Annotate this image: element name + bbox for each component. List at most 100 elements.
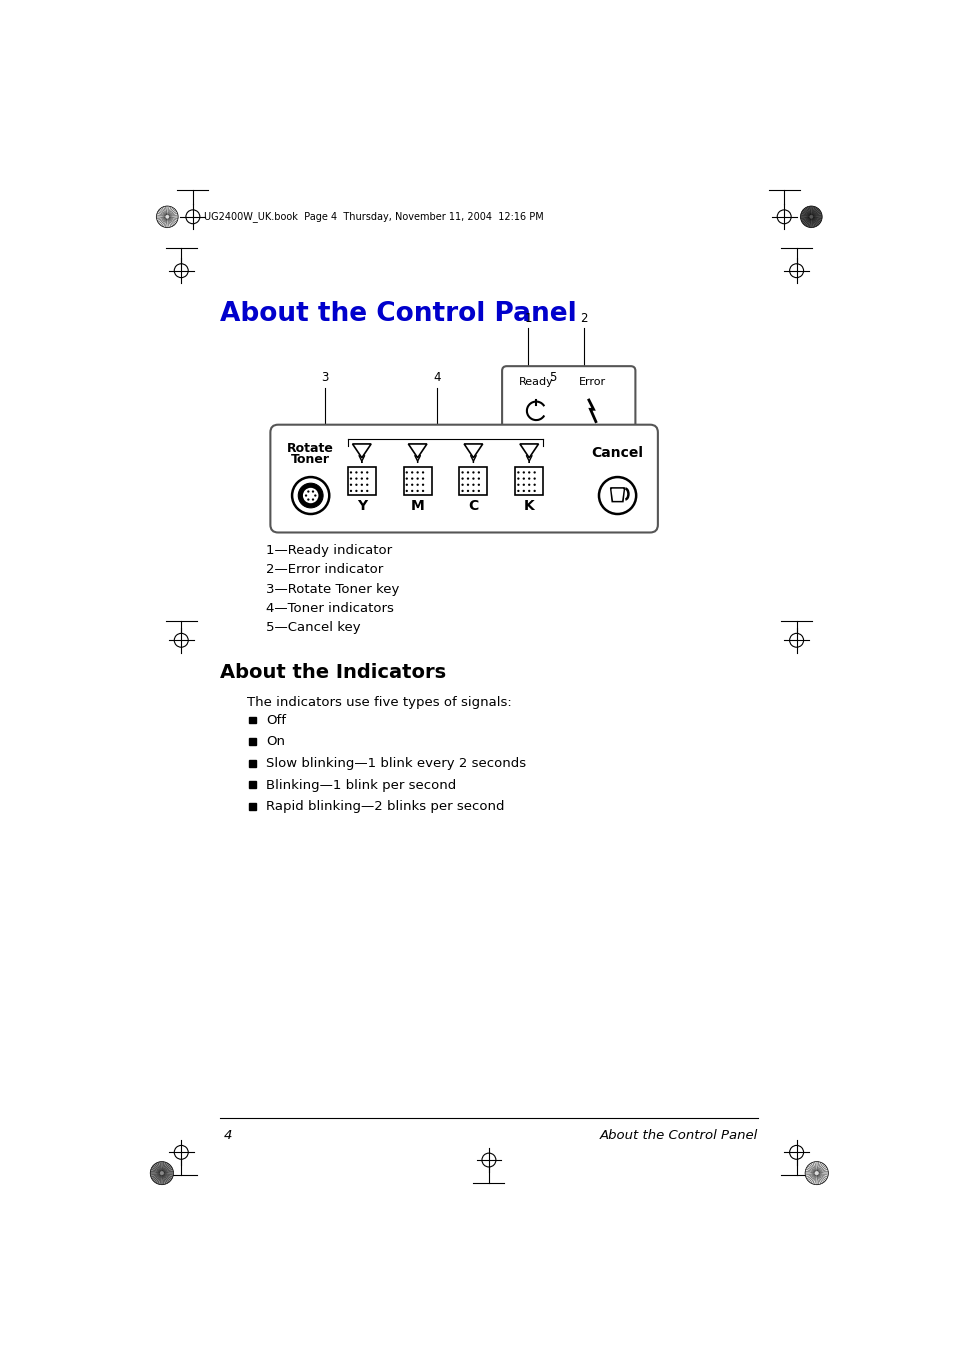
Circle shape (522, 490, 524, 492)
Text: Cancel: Cancel (591, 446, 643, 461)
Text: 2—Error indicator: 2—Error indicator (266, 563, 383, 577)
Circle shape (477, 490, 479, 492)
Circle shape (528, 477, 530, 480)
Circle shape (477, 477, 479, 480)
Circle shape (411, 484, 413, 486)
Circle shape (314, 494, 316, 497)
Circle shape (416, 484, 418, 486)
Text: Error: Error (578, 377, 605, 386)
Circle shape (522, 477, 524, 480)
Circle shape (355, 471, 357, 474)
Bar (459, 467, 487, 494)
Polygon shape (612, 489, 622, 500)
Circle shape (461, 490, 463, 492)
Circle shape (804, 1162, 827, 1185)
Circle shape (466, 477, 469, 480)
Bar (249, 716, 256, 723)
Circle shape (466, 484, 469, 486)
Circle shape (533, 477, 536, 480)
Circle shape (305, 494, 307, 497)
Text: Ready: Ready (518, 377, 553, 386)
Circle shape (472, 471, 474, 474)
Circle shape (517, 490, 519, 492)
Text: On: On (266, 735, 285, 748)
Circle shape (360, 484, 362, 486)
Circle shape (312, 490, 314, 493)
Circle shape (355, 477, 357, 480)
Circle shape (405, 477, 408, 480)
Circle shape (421, 490, 424, 492)
Circle shape (461, 484, 463, 486)
Circle shape (528, 490, 530, 492)
Circle shape (411, 477, 413, 480)
Text: UG2400W_UK.book  Page 4  Thursday, November 11, 2004  12:16 PM: UG2400W_UK.book Page 4 Thursday, Novembe… (204, 211, 543, 223)
Circle shape (800, 205, 821, 227)
Text: K: K (523, 499, 534, 512)
Text: 4: 4 (224, 1129, 232, 1142)
Circle shape (461, 477, 463, 480)
Circle shape (366, 477, 368, 480)
Circle shape (307, 490, 309, 493)
Circle shape (303, 488, 318, 503)
Bar (515, 467, 542, 494)
Text: The indicators use five types of signals:: The indicators use five types of signals… (247, 696, 512, 709)
Circle shape (405, 471, 408, 474)
Circle shape (472, 477, 474, 480)
Text: 5—Cancel key: 5—Cancel key (266, 621, 361, 634)
Circle shape (405, 490, 408, 492)
Bar (249, 781, 256, 788)
Circle shape (533, 471, 536, 474)
Text: 3—Rotate Toner key: 3—Rotate Toner key (266, 582, 399, 596)
Circle shape (533, 490, 536, 492)
Circle shape (421, 477, 424, 480)
Circle shape (517, 477, 519, 480)
Text: About the Control Panel: About the Control Panel (599, 1129, 757, 1142)
Circle shape (416, 490, 418, 492)
Circle shape (156, 205, 178, 227)
Text: C: C (468, 499, 478, 512)
Circle shape (405, 484, 408, 486)
Text: Slow blinking—1 blink every 2 seconds: Slow blinking—1 blink every 2 seconds (266, 757, 526, 770)
Text: 3: 3 (320, 372, 328, 384)
Text: Toner: Toner (291, 453, 330, 466)
Circle shape (350, 471, 352, 474)
Circle shape (522, 484, 524, 486)
Circle shape (477, 484, 479, 486)
Text: About the Control Panel: About the Control Panel (220, 301, 577, 327)
Circle shape (528, 484, 530, 486)
Circle shape (350, 484, 352, 486)
Circle shape (517, 484, 519, 486)
Circle shape (416, 477, 418, 480)
Text: 2: 2 (579, 312, 587, 324)
Circle shape (421, 471, 424, 474)
Circle shape (298, 484, 323, 508)
Circle shape (472, 484, 474, 486)
Bar (348, 467, 375, 494)
Text: Blinking—1 blink per second: Blinking—1 blink per second (266, 778, 456, 792)
Circle shape (360, 477, 362, 480)
Circle shape (466, 490, 469, 492)
Circle shape (416, 471, 418, 474)
Text: M: M (411, 499, 424, 512)
Circle shape (411, 471, 413, 474)
Text: About the Indicators: About the Indicators (220, 663, 446, 682)
Circle shape (517, 471, 519, 474)
Circle shape (366, 471, 368, 474)
Text: Y: Y (356, 499, 367, 512)
Text: 1: 1 (524, 312, 532, 324)
Circle shape (360, 490, 362, 492)
Circle shape (350, 490, 352, 492)
Circle shape (533, 484, 536, 486)
Circle shape (366, 484, 368, 486)
Circle shape (477, 471, 479, 474)
FancyBboxPatch shape (270, 424, 658, 532)
Text: Off: Off (266, 713, 286, 727)
Circle shape (528, 471, 530, 474)
Circle shape (366, 490, 368, 492)
Circle shape (466, 471, 469, 474)
Bar (249, 802, 256, 809)
Text: Rapid blinking—2 blinks per second: Rapid blinking—2 blinks per second (266, 800, 504, 813)
Circle shape (461, 471, 463, 474)
FancyBboxPatch shape (501, 366, 635, 436)
Text: 1—Ready indicator: 1—Ready indicator (266, 544, 393, 557)
